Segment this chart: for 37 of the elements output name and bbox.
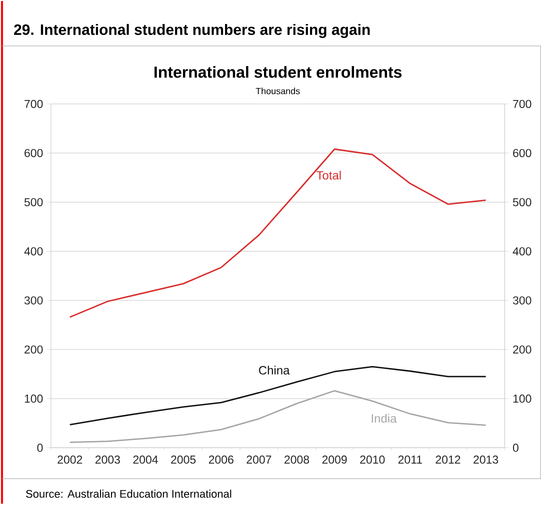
x-tick-label: 2005 xyxy=(171,456,196,464)
text: Thousands xyxy=(256,88,300,94)
x-tick-label: 2012 xyxy=(436,456,460,464)
y-tick-label: 500 xyxy=(24,198,43,206)
series-label: India xyxy=(372,414,397,423)
y-tick-label: 200 xyxy=(24,346,43,354)
x-tick-label: 2010 xyxy=(360,456,385,464)
x-tick-label: 2006 xyxy=(208,456,234,464)
y-tick-label: 100 xyxy=(24,394,43,403)
x-tick-label: 2004 xyxy=(133,456,158,464)
y2-tick-label: 200 xyxy=(513,346,532,354)
y-tick-label: 600 xyxy=(24,149,43,158)
series-label: Total xyxy=(316,170,341,180)
source-note: Source: Australian Education International xyxy=(26,490,232,498)
x-tick-label: 2011 xyxy=(398,456,422,464)
x-tick-label: 2007 xyxy=(246,456,272,464)
series-label: China xyxy=(259,366,290,375)
x-tick-label: 2013 xyxy=(474,456,498,464)
y2-tick-label: 600 xyxy=(513,149,532,158)
y-tick-label: 0 xyxy=(37,444,43,452)
y2-tick-label: 700 xyxy=(513,100,532,108)
y-tick-label: 400 xyxy=(24,247,43,256)
line-series xyxy=(69,390,487,444)
y2-tick-label: 500 xyxy=(512,198,532,206)
y2-tick-label: 100 xyxy=(513,394,532,403)
chart-subtitle: International student enrolments xyxy=(154,66,402,78)
x-tick-label: 2009 xyxy=(322,456,347,464)
y-tick-label: 700 xyxy=(24,100,43,108)
y-tick-label: 300 xyxy=(24,296,43,305)
y2-tick-label: 0 xyxy=(512,444,518,452)
chart-title: 29. International student numbers are rising again xyxy=(14,24,370,38)
line-series xyxy=(69,366,487,426)
y2-tick-label: 400 xyxy=(512,247,532,256)
x-tick-label: 2008 xyxy=(284,456,310,464)
x-tick-label: 2003 xyxy=(95,456,120,464)
x-tick-label: 2002 xyxy=(58,456,82,464)
y2-tick-label: 300 xyxy=(512,296,532,305)
